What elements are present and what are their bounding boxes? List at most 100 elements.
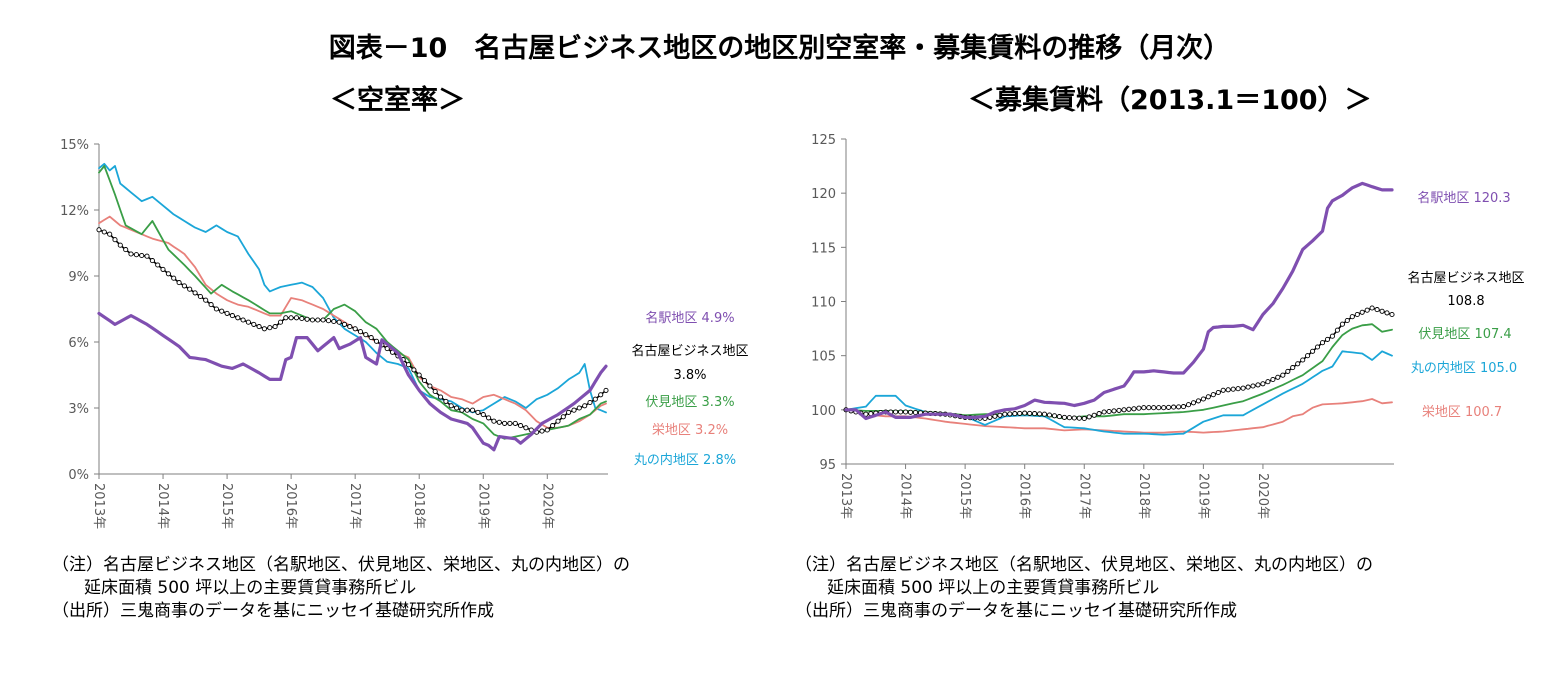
data-point-average [464, 407, 470, 413]
data-point-average [454, 405, 460, 411]
data-point-average [144, 253, 150, 259]
data-point-average [598, 392, 604, 398]
x-tick-label: 2016年 [1017, 473, 1032, 519]
data-point-average [1166, 404, 1172, 410]
data-point-average [123, 247, 129, 253]
data-point-average [512, 420, 518, 426]
data-point-average [363, 332, 369, 338]
data-point-average [1071, 415, 1077, 421]
y-tick-label: 105 [811, 350, 836, 365]
data-point-average [1349, 314, 1355, 320]
data-point-average [187, 286, 193, 292]
data-point-average [192, 290, 198, 296]
right-footnote: （注）名古屋ビジネス地区（名駅地区、伏見地区、栄地区、丸の内地区）の 延床面積 … [795, 554, 1373, 623]
data-point-average [912, 409, 919, 416]
x-tick-label: 2013年 [91, 483, 106, 529]
data-point-average [1190, 400, 1197, 406]
data-point-average [1300, 357, 1306, 363]
series-line-meieki [844, 181, 1394, 421]
x-tick-label: 2018年 [411, 483, 426, 529]
data-point-average [1012, 411, 1018, 417]
series-line-marunouchi [845, 350, 1393, 436]
data-point-average [1111, 408, 1117, 414]
data-point-average [107, 231, 113, 237]
note-line-2: 延床面積 500 坪以上の主要賃貸事務所ビル [84, 578, 417, 598]
data-point-average [240, 317, 246, 323]
data-point-average [304, 316, 310, 322]
y-tick-label: 6% [68, 336, 89, 351]
data-point-average [213, 306, 219, 312]
data-point-average [1290, 365, 1296, 371]
x-tick-label: 2020年 [539, 483, 554, 529]
data-point-average [1364, 307, 1370, 313]
data-point-average [1319, 340, 1326, 346]
data-point-average [571, 407, 577, 413]
data-point-average [1126, 406, 1132, 412]
data-point-average [427, 383, 433, 389]
data-point-average [1339, 321, 1345, 327]
data-point-average [1374, 307, 1380, 313]
data-point-average [267, 325, 273, 331]
data-point-average [1101, 409, 1107, 415]
page-title: 図表－10 名古屋ビジネス地区の地区別空室率・募集賃料の推移（月次） [328, 33, 1231, 64]
vacancy-chart-subtitle: ＜空室率＞ [330, 85, 465, 116]
y-tick-label: 115 [811, 241, 836, 256]
data-point-average [1285, 368, 1291, 374]
data-point-average [1359, 309, 1365, 315]
y-tick-label: 0% [68, 468, 89, 483]
note-line-1: （注）名古屋ビジネス地区（名駅地区、伏見地区、栄地区、丸の内地区）の [52, 555, 630, 575]
series-name-label-average: 名古屋ビジネス地区 [1407, 270, 1524, 286]
data-point-average [1270, 376, 1276, 383]
data-point-average [1314, 344, 1321, 350]
data-point-average [357, 329, 364, 335]
rent-chart-subtitle: ＜募集賃料（2013.1＝100）＞ [968, 85, 1372, 116]
data-point-average [1280, 372, 1286, 378]
data-point-average [1027, 410, 1033, 416]
data-point-average [1141, 405, 1147, 411]
data-point-average [1195, 398, 1201, 404]
data-point-average [1379, 308, 1385, 314]
data-point-average [539, 428, 545, 434]
data-point-average [1200, 396, 1206, 402]
x-tick-label: 2019年 [475, 483, 490, 529]
data-point-average [518, 423, 524, 429]
data-point-average [587, 399, 593, 406]
data-point-average [176, 280, 182, 286]
data-point-average [523, 425, 529, 431]
series-name-label-average: 名古屋ビジネス地区 [631, 343, 748, 359]
data-point-average [1056, 414, 1062, 420]
data-point-average [325, 318, 332, 324]
y-tick-label: 110 [811, 296, 836, 311]
data-point-average [112, 237, 118, 243]
data-point-average [229, 313, 235, 319]
series-line-fushimi [845, 323, 1393, 420]
data-point-average [1180, 404, 1187, 410]
data-point-average [299, 315, 305, 322]
data-point-average [1116, 407, 1122, 413]
data-point-average [603, 387, 609, 393]
data-point-average [384, 346, 390, 352]
data-point-average [443, 398, 449, 404]
data-point-average [1032, 411, 1038, 417]
data-point-average [907, 409, 914, 415]
y-tick-label: 15% [60, 138, 89, 153]
data-point-average [331, 318, 337, 325]
y-tick-label: 9% [68, 270, 89, 285]
data-point-average [171, 275, 177, 281]
data-point-average [555, 418, 561, 424]
data-point-average [1136, 405, 1142, 411]
data-point-average [544, 427, 550, 433]
data-point-average [1146, 405, 1152, 411]
data-point-average [320, 317, 326, 323]
data-point-average [261, 326, 267, 332]
x-tick-label: 2013年 [838, 473, 853, 519]
series-label-fushimi: 伏見地区 3.3% [645, 395, 734, 410]
data-point-average [1176, 404, 1182, 410]
data-point-average [1334, 327, 1340, 333]
data-point-average [1354, 311, 1360, 318]
data-point-average [336, 319, 342, 325]
data-point-average [251, 321, 257, 327]
data-point-average [459, 407, 465, 413]
data-point-average [592, 396, 598, 402]
data-point-average [256, 324, 262, 330]
